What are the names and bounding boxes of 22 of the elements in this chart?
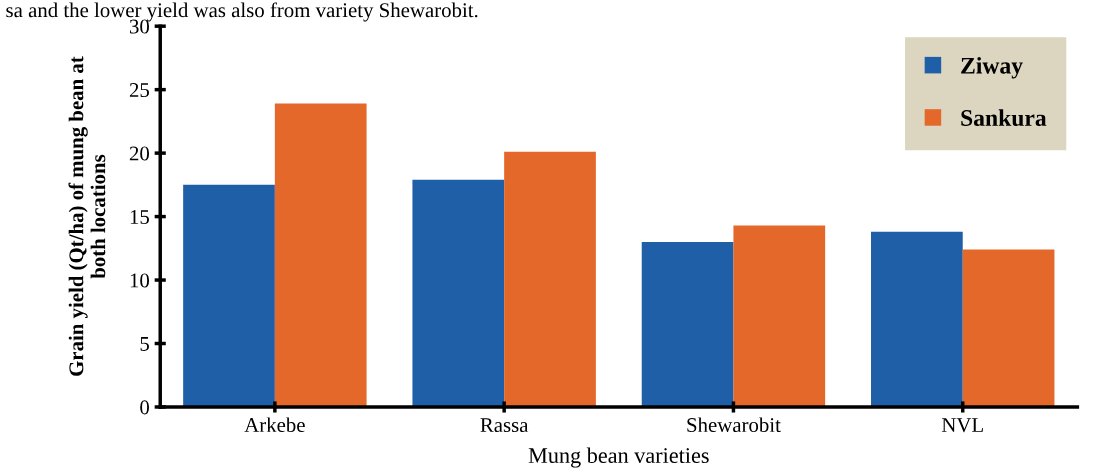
bar (504, 151, 596, 407)
legend-label: Sankura (961, 109, 1047, 127)
x-tick-label: NVL (941, 418, 983, 433)
x-tick-label: Arkebe (244, 417, 305, 433)
bar (183, 184, 275, 407)
bar (871, 231, 963, 407)
x-axis-title: Mung bean varieties (528, 447, 709, 468)
x-tick-label: Rassa (480, 418, 529, 433)
y-tick-label: 20 (129, 146, 150, 161)
bar (962, 249, 1055, 407)
x-tick-label: Shewarobit (687, 417, 781, 433)
bar (641, 241, 734, 407)
legend-label: Ziway (961, 57, 1023, 79)
y-tick-label: 15 (130, 210, 149, 225)
y-tick-label: 25 (129, 83, 149, 98)
y-tick-label: 10 (130, 273, 150, 288)
bar (274, 103, 367, 407)
y-axis-title: Grain yield (Qt/ha) of mung bean at both locations (68, 56, 106, 376)
bar (412, 179, 505, 407)
bar (733, 225, 826, 407)
y-tick-label: 0 (140, 400, 150, 415)
y-tick-label: 5 (140, 337, 149, 351)
